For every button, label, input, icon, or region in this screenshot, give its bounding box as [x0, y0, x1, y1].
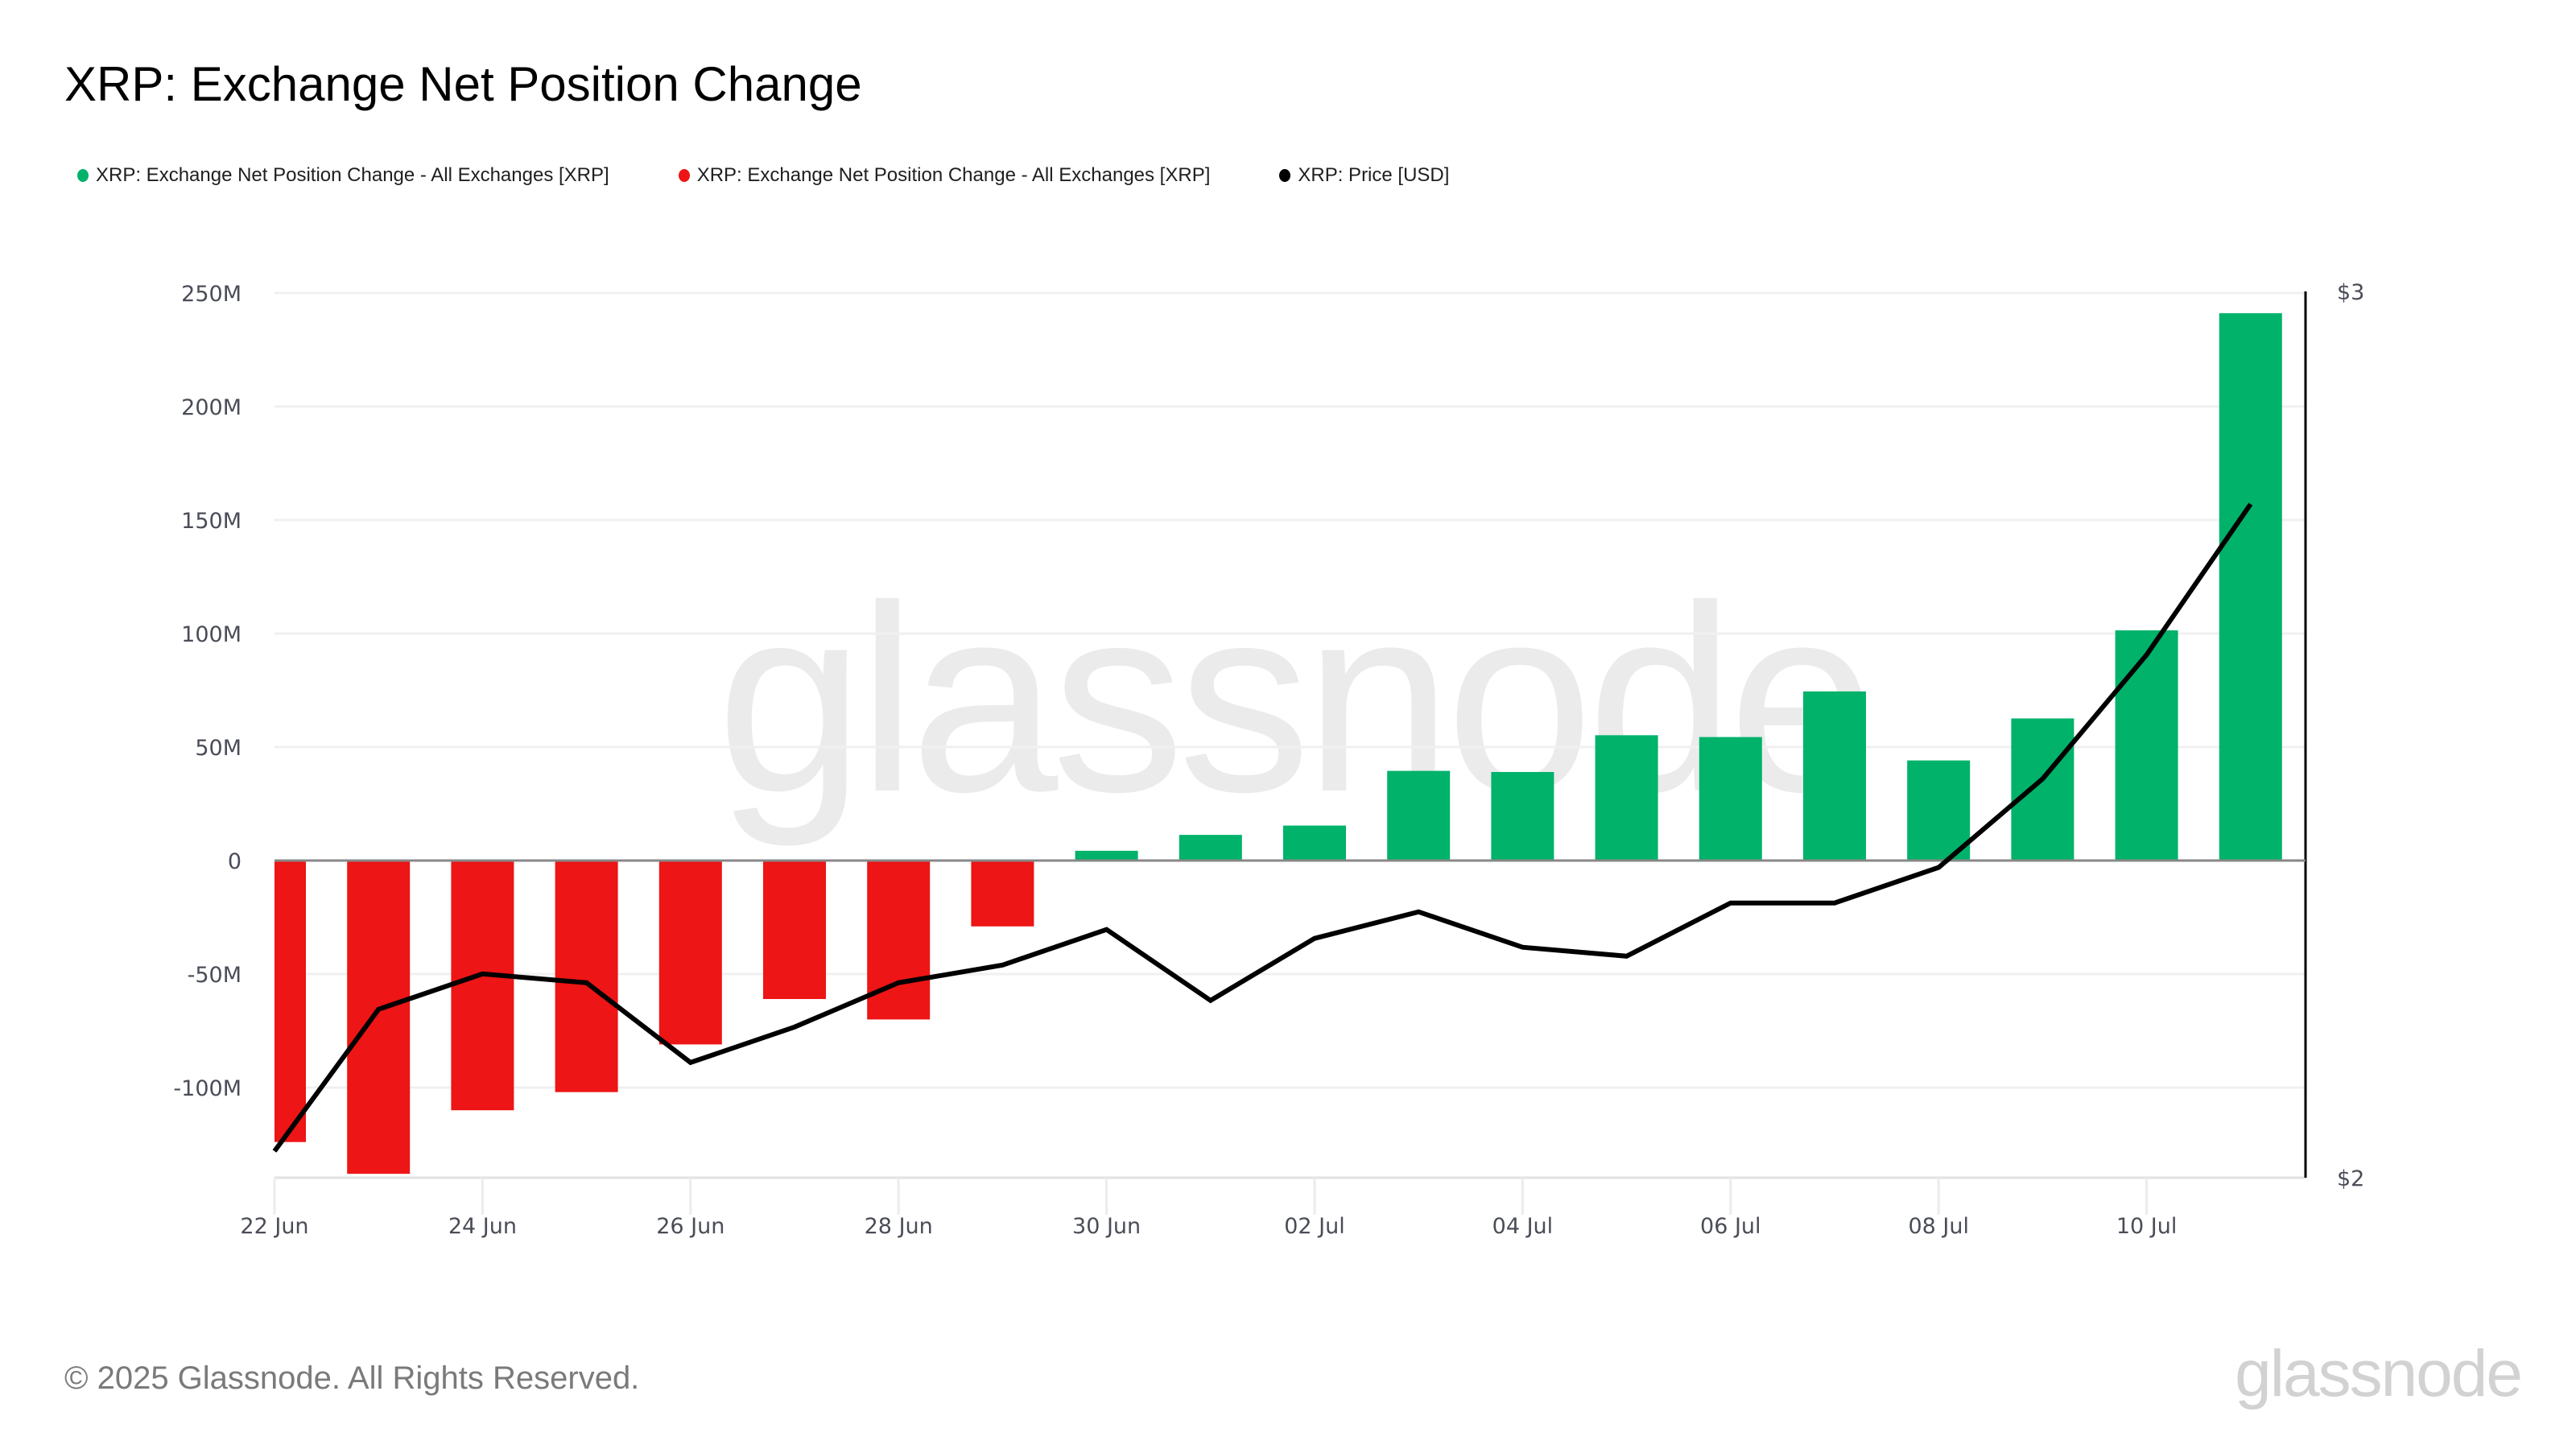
left-axis-tick-label: 0 — [228, 849, 242, 874]
glassnode-logo: glassnode — [2235, 1337, 2523, 1410]
bar-04-jul[interactable] — [1491, 772, 1554, 861]
x-axis-tick-label: 26 Jun — [656, 1214, 724, 1239]
bar-27-jun[interactable] — [763, 861, 826, 1000]
right-axis-tick-label: $2 — [2337, 1166, 2364, 1191]
legend-dot-black-icon — [1279, 169, 1291, 182]
bar-06-jul[interactable] — [1699, 737, 1762, 861]
left-axis-tick-label: 250M — [181, 282, 242, 307]
x-axis-tick-label: 30 Jun — [1072, 1214, 1141, 1239]
right-axis-tick-label: $3 — [2337, 280, 2364, 305]
bar-07-jul[interactable] — [1803, 691, 1866, 861]
x-axis-tick-label: 22 Jun — [240, 1214, 308, 1239]
watermark-logo: glassnode — [716, 550, 1870, 848]
bar-25-jun[interactable] — [555, 861, 618, 1092]
bar-series — [275, 313, 2282, 1174]
legend-item-price[interactable]: XRP: Price [USD] — [1279, 164, 1449, 187]
left-axis-tick-label: 150M — [181, 509, 242, 534]
bar-11-jul[interactable] — [2219, 313, 2282, 861]
left-axis-tick-label: 100M — [181, 622, 242, 647]
x-axis-tick-label: 04 Jul — [1492, 1214, 1554, 1239]
x-axis-tick-label: 08 Jul — [1908, 1214, 1969, 1239]
x-axis-tick-label: 06 Jul — [1700, 1214, 1761, 1239]
chart-title: XRP: Exchange Net Position Change — [64, 57, 862, 111]
legend-dot-red-icon — [678, 169, 690, 182]
bar-03-jul[interactable] — [1387, 770, 1451, 861]
bar-01-jul[interactable] — [1179, 835, 1242, 861]
x-axis-tick-label: 28 Jun — [865, 1214, 933, 1239]
bar-10-jul[interactable] — [2115, 630, 2178, 861]
left-axis-tick-label: 200M — [181, 395, 242, 420]
bar-05-jul[interactable] — [1595, 735, 1658, 861]
left-axis-tick-label: -50M — [188, 963, 242, 988]
x-axis-tick-label: 24 Jun — [448, 1214, 517, 1239]
x-axis-tick-label: 02 Jul — [1284, 1214, 1345, 1239]
legend-label: XRP: Price [USD] — [1298, 164, 1450, 186]
bar-02-jul[interactable] — [1283, 825, 1346, 861]
left-axis-tick-label: -100M — [173, 1076, 242, 1101]
bar-30-jun[interactable] — [1075, 850, 1138, 861]
right-axis: $3 $2 — [2304, 280, 2364, 1191]
bar-26-jun[interactable] — [658, 861, 722, 1045]
legend-item-inflow[interactable]: XRP: Exchange Net Position Change - All … — [77, 164, 609, 187]
x-axis-tick-label: 10 Jul — [2116, 1214, 2178, 1239]
bar-28-jun[interactable] — [867, 861, 931, 1020]
bar-24-jun[interactable] — [451, 861, 514, 1111]
bar-23-jun[interactable] — [347, 861, 411, 1174]
x-axis: 22 Jun 24 Jun 26 Jun 28 Jun 30 Jun 02 Jul 04 J… — [240, 1178, 2177, 1239]
legend: XRP: Exchange Net Position Change - All … — [77, 164, 1518, 187]
bar-22-jun[interactable] — [275, 861, 306, 1142]
left-axis: 250M 200M 150M 100M 50M 0 -50M -100M — [173, 282, 242, 1101]
copyright-text: © 2025 Glassnode. All Rights Reserved. — [64, 1360, 640, 1396]
legend-item-outflow[interactable]: XRP: Exchange Net Position Change - All … — [678, 164, 1211, 187]
price-line-series — [272, 502, 2253, 1153]
bar-29-jun[interactable] — [971, 861, 1034, 927]
bar-08-jul[interactable] — [1907, 760, 1971, 861]
price-line[interactable] — [272, 502, 2253, 1153]
legend-label: XRP: Exchange Net Position Change - All … — [696, 164, 1211, 186]
legend-label: XRP: Exchange Net Position Change - All … — [96, 164, 609, 186]
legend-dot-green-icon — [77, 169, 89, 182]
bar-09-jul[interactable] — [2011, 718, 2074, 861]
left-axis-tick-label: 50M — [195, 736, 242, 761]
